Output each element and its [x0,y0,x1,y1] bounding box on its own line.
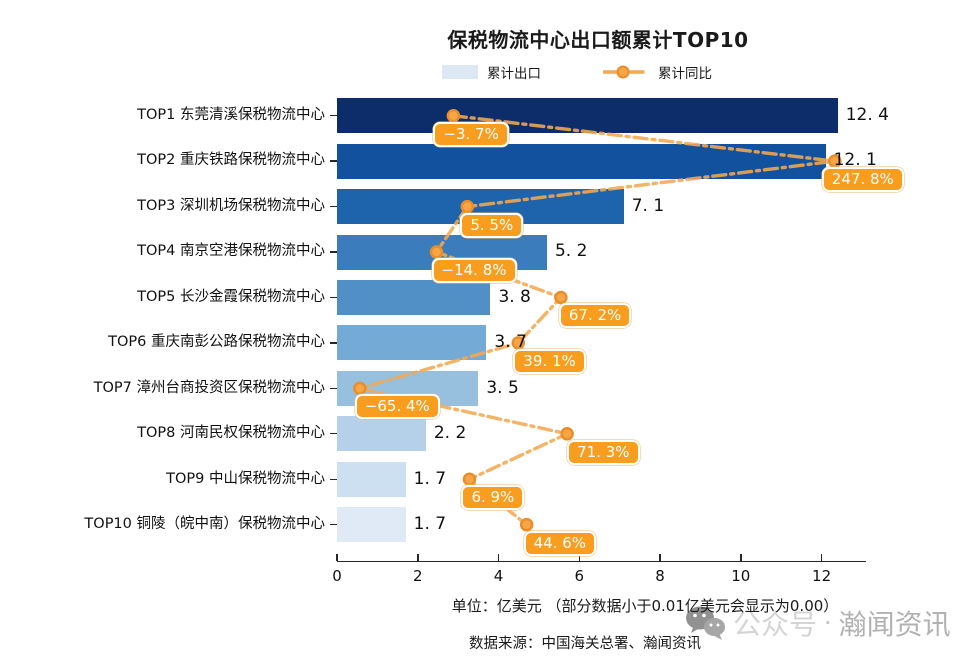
x-tick-label: 2 [412,567,423,585]
legend-line-label: 累计同比 [658,66,712,82]
legend-item-bar: 累计出口 [442,62,541,82]
bar-value-label: 5. 2 [554,241,588,262]
legend-bar-label: 累计出口 [487,66,541,82]
bar-value-label: 2. 2 [433,423,467,444]
y-tick [330,160,337,162]
y-tick [330,251,337,253]
watermark: 公众号 · 瀚闻资讯 [684,603,951,643]
pct-label: −14. 8% [431,258,517,284]
y-tick [330,296,337,299]
legend-item-line: 累计同比 [603,62,712,82]
x-tick [820,553,823,561]
pct-label: 44. 6% [523,530,597,556]
x-tick-label: 4 [493,567,504,585]
data-source-note: 数据来源：中国海关总署、瀚闻资讯 [469,636,701,652]
x-tick [659,553,661,561]
bar-value-label: 12. 1 [833,150,877,171]
x-tick-label: 0 [332,567,342,585]
y-tick [330,342,337,344]
watermark-prefix: 公众号 [733,608,818,641]
y-tick [330,387,337,390]
category-label: TOP4 南京空港保税物流中心 [137,243,325,260]
x-tick-label: 12 [812,567,832,585]
wechat-icon [686,606,725,640]
category-label: TOP1 东莞清溪保税物流中心 [137,107,325,123]
pct-label: −3. 7% [433,121,509,147]
bar [337,98,838,134]
x-tick [578,553,581,561]
y-tick [330,433,337,435]
category-label: TOP10 铜陵（皖中南）保税物流中心 [84,515,325,532]
x-tick [497,553,500,561]
bar [337,279,491,315]
bar-value-label: 12. 4 [845,105,889,125]
category-label: TOP9 中山保税物流中心 [166,470,325,487]
legend: 累计出口 累计同比 [442,62,712,82]
category-label: TOP3 深圳机场保税物流中心 [137,197,325,214]
y-tick [330,115,337,117]
bar [337,416,426,452]
x-axis-line [337,560,866,563]
pct-label: 71. 3% [567,439,640,465]
x-tick-label: 8 [655,567,665,585]
x-tick [336,553,338,561]
pct-label: 5. 5% [460,212,524,238]
bar-value-label: 3. 5 [486,377,519,398]
x-tick-label: 6 [574,567,585,585]
bar-legend-swatch-icon [442,65,478,79]
watermark-separator: · [824,609,832,637]
category-label: TOP8 河南民权保税物流中心 [137,425,325,442]
x-tick [417,553,419,561]
category-label: TOP7 漳州台商投资区保税物流中心 [93,379,325,396]
y-tick [330,205,337,208]
category-label: TOP2 重庆铁路保税物流中心 [137,152,325,169]
chart-title: 保税物流中心出口额累计TOP10 [447,28,749,52]
pct-label: 67. 2% [558,303,632,329]
pct-label: 39. 1% [513,348,586,374]
bar [337,325,487,361]
pct-label: 247. 8% [821,167,904,193]
bar [337,507,406,543]
x-tick-label: 10 [731,567,751,585]
y-tick [330,478,337,480]
x-tick [740,553,742,561]
y-tick [330,523,337,526]
category-label: TOP6 重庆南彭公路保税物流中心 [108,334,325,351]
pct-label: −65. 4% [354,394,440,420]
watermark-name: 瀚闻资讯 [838,608,951,641]
category-label: TOP5 长沙金霞保税物流中心 [137,288,325,305]
bar [337,461,406,497]
bar-value-label: 1. 7 [413,468,447,489]
pct-label: 6. 9% [461,485,525,511]
line-legend-sample-icon [603,65,649,79]
bar-value-label: 1. 7 [413,513,447,534]
unit-note: 单位：亿美元 （部分数据小于0.01亿美元会显示为0.00） [451,597,839,615]
bar [337,143,826,179]
bar-value-label: 7. 1 [631,195,665,216]
